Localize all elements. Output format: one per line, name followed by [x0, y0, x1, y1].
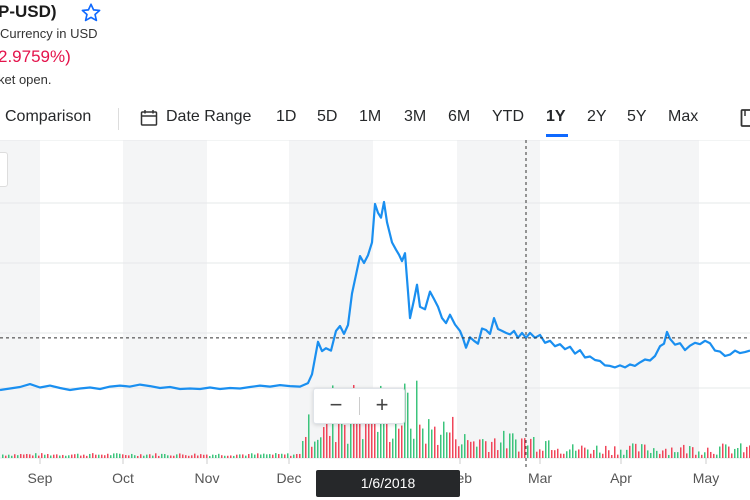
star-icon[interactable]	[80, 2, 102, 24]
range-2y[interactable]: 2Y	[587, 108, 607, 125]
range-max[interactable]: Max	[668, 108, 699, 125]
range-1y[interactable]: 1Y	[546, 108, 566, 125]
chart-toolbar: Comparison Date Range 1D 5D 1M 3M 6M YTD…	[0, 100, 750, 138]
month-band-0	[0, 140, 40, 458]
zoom-in-button[interactable]: +	[375, 392, 389, 417]
month-band-3	[457, 140, 540, 458]
toolbar-divider	[118, 108, 119, 130]
market-status: ket open.	[0, 72, 52, 87]
zoom-divider	[359, 397, 360, 415]
range-ytd[interactable]: YTD	[492, 108, 524, 125]
ticker-title: P-USD)	[0, 2, 57, 21]
range-1d[interactable]: 1D	[276, 108, 297, 125]
range-1m[interactable]: 1M	[359, 108, 382, 125]
x-label-nov: Nov	[195, 470, 220, 486]
more-tools-icon[interactable]	[740, 108, 750, 128]
range-5d[interactable]: 5D	[317, 108, 338, 125]
price-chart[interactable]: Sep Oct Nov Dec Feb Mar Apr May	[0, 140, 750, 500]
range-6m[interactable]: 6M	[448, 108, 471, 125]
x-label-dec: Dec	[277, 470, 302, 486]
x-label-may: May	[693, 470, 719, 486]
crosshair-date-label: 1/6/2018	[316, 470, 460, 497]
price-change-percent: 2.9759%)	[0, 47, 71, 66]
range-3m[interactable]: 3M	[404, 108, 427, 125]
x-label-sep: Sep	[28, 470, 53, 486]
active-range-indicator	[546, 134, 568, 137]
x-label-oct: Oct	[112, 470, 134, 486]
volume-bars	[2, 380, 750, 458]
zoom-controls: − +	[313, 388, 405, 424]
x-label-mar: Mar	[528, 470, 552, 486]
price-line	[0, 200, 750, 392]
month-band-4	[619, 140, 699, 458]
calendar-icon[interactable]	[140, 109, 158, 127]
currency-label: Currency in USD	[0, 26, 98, 41]
chart-side-handle[interactable]	[0, 152, 8, 187]
range-5y[interactable]: 5Y	[627, 108, 647, 125]
month-band-1	[123, 140, 207, 458]
zoom-out-button[interactable]: −	[329, 392, 343, 417]
x-label-apr: Apr	[610, 470, 632, 486]
comparison-button[interactable]: Comparison	[5, 108, 92, 125]
date-range-button[interactable]: Date Range	[166, 108, 252, 125]
